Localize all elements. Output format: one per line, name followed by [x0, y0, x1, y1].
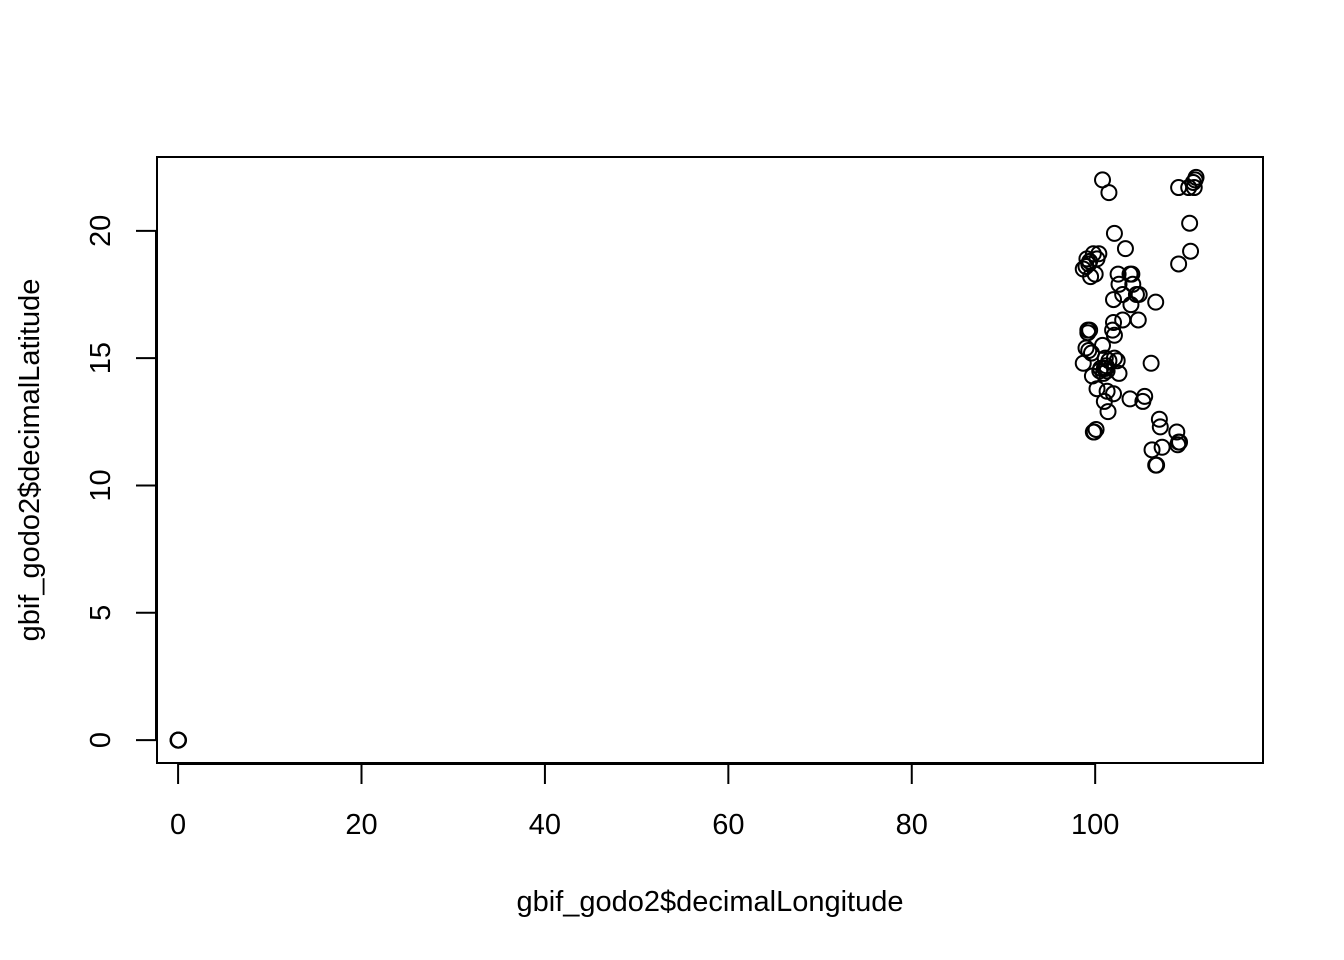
data-point — [1105, 314, 1123, 332]
data-point — [1182, 242, 1200, 260]
data-point — [1100, 184, 1118, 202]
x-tick-label: 80 — [896, 809, 928, 841]
data-point — [1122, 296, 1140, 314]
data-points — [169, 168, 1205, 749]
data-point — [1085, 423, 1103, 441]
data-point — [1090, 245, 1108, 263]
data-point — [1081, 321, 1099, 339]
data-point — [1148, 456, 1166, 474]
data-point — [1129, 311, 1147, 329]
y-tick-label: 10 — [85, 469, 117, 501]
x-tick-label: 100 — [1071, 809, 1119, 841]
data-point — [1105, 326, 1123, 344]
x-tick-label: 40 — [529, 809, 561, 841]
x-tick-label: 0 — [170, 809, 186, 841]
y-axis: 0 5 10 15 20 — [85, 215, 157, 748]
x-axis-title: gbif_godo2$decimalLongitude — [517, 886, 904, 918]
data-point — [1088, 380, 1106, 398]
data-point — [1095, 392, 1113, 410]
data-point — [1151, 418, 1169, 436]
data-point — [170, 731, 188, 749]
data-point — [1142, 354, 1160, 372]
data-point — [1114, 285, 1132, 303]
data-point — [1153, 438, 1171, 456]
data-point — [1170, 255, 1188, 273]
data-point — [1147, 293, 1165, 311]
data-point — [1170, 433, 1188, 451]
data-point — [1105, 349, 1123, 367]
data-point — [1084, 245, 1102, 263]
y-tick-label: 15 — [85, 342, 117, 374]
x-tick-label: 60 — [712, 809, 744, 841]
data-point — [1180, 179, 1198, 197]
data-point — [1134, 392, 1152, 410]
data-point — [1116, 240, 1134, 258]
data-point — [1105, 291, 1123, 309]
data-point — [1094, 364, 1112, 382]
y-tick-label: 20 — [85, 215, 117, 247]
data-point — [1181, 214, 1199, 232]
y-tick-label: 5 — [85, 605, 117, 621]
data-point — [1110, 275, 1128, 293]
data-point — [1099, 403, 1117, 421]
y-axis-title: gbif_godo2$decimalLatitude — [14, 279, 46, 642]
x-axis: 0 20 40 60 80 100 — [170, 763, 1119, 841]
data-point — [1168, 423, 1186, 441]
data-point — [1143, 441, 1161, 459]
x-tick-label: 20 — [345, 809, 377, 841]
data-point — [1123, 265, 1141, 283]
data-point — [1074, 354, 1092, 372]
data-point — [1105, 224, 1123, 242]
data-point — [1087, 420, 1105, 438]
data-point — [1170, 179, 1188, 197]
data-point — [1109, 265, 1127, 283]
data-point — [1150, 410, 1168, 428]
data-point — [1130, 285, 1148, 303]
y-tick-label: 0 — [85, 732, 117, 748]
data-point — [1086, 265, 1104, 283]
